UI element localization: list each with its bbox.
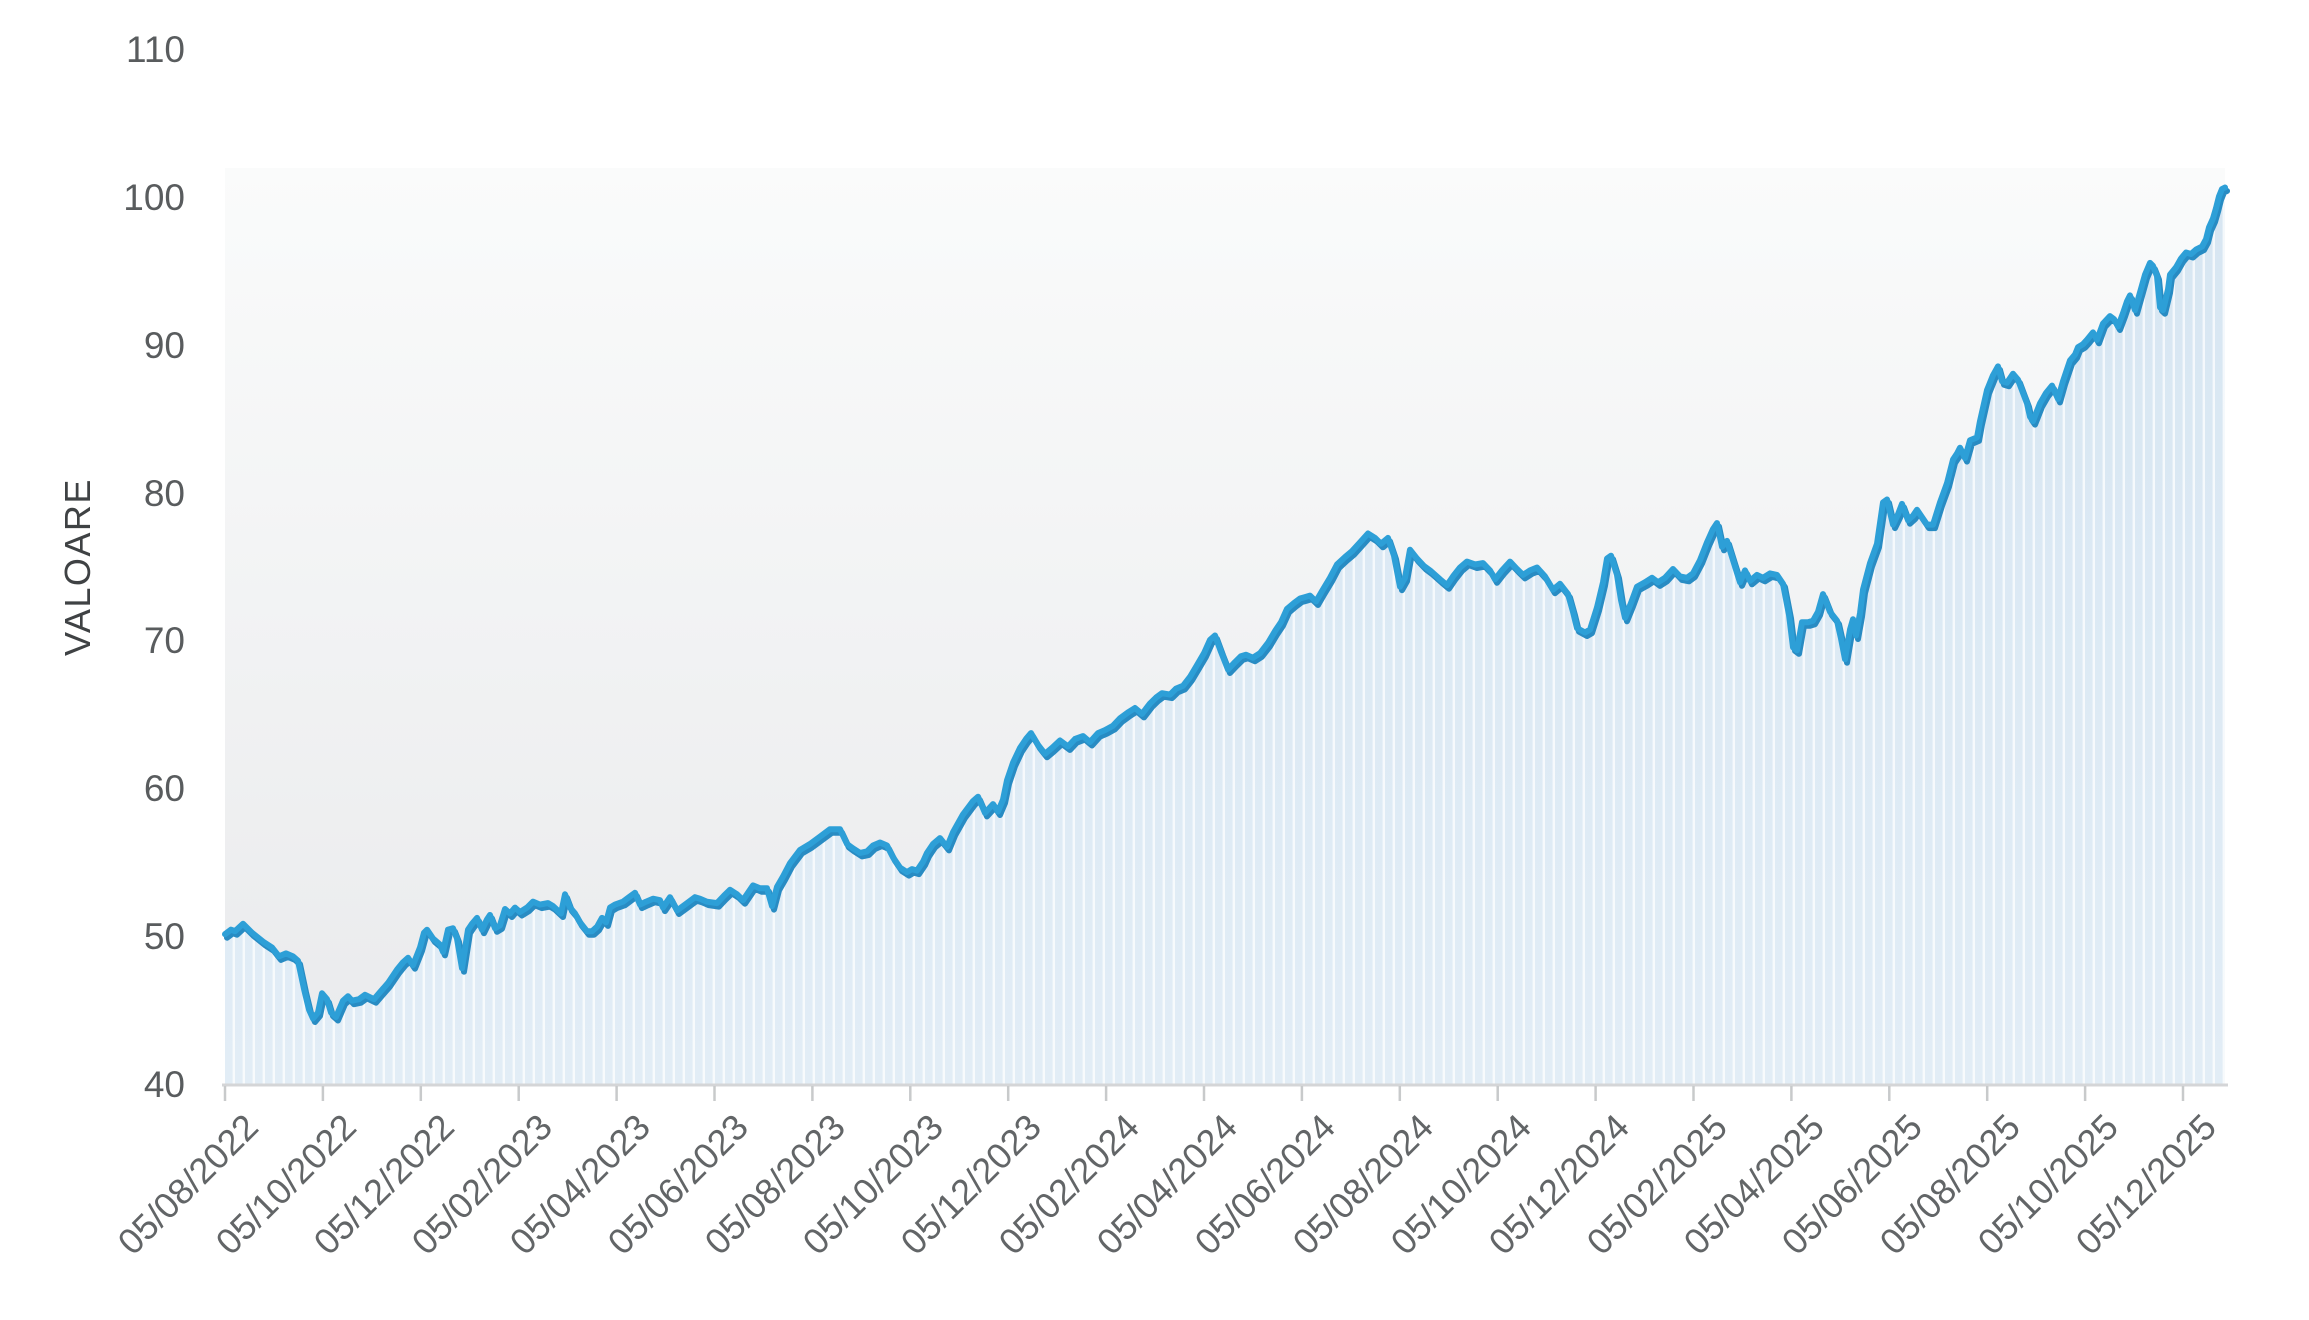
y-tick-label: 100 [123, 176, 185, 218]
y-tick-label: 40 [143, 1064, 185, 1105]
y-tick-label: 70 [143, 620, 185, 662]
value-area-columns [225, 187, 2225, 1085]
y-tick-label: 50 [143, 916, 185, 958]
y-tick-label: 80 [143, 472, 185, 514]
y-tick-label: 90 [143, 324, 185, 366]
value-line [222, 184, 2228, 1022]
y-tick-label: 110 [126, 29, 185, 70]
y-tick-label: 60 [143, 768, 185, 810]
